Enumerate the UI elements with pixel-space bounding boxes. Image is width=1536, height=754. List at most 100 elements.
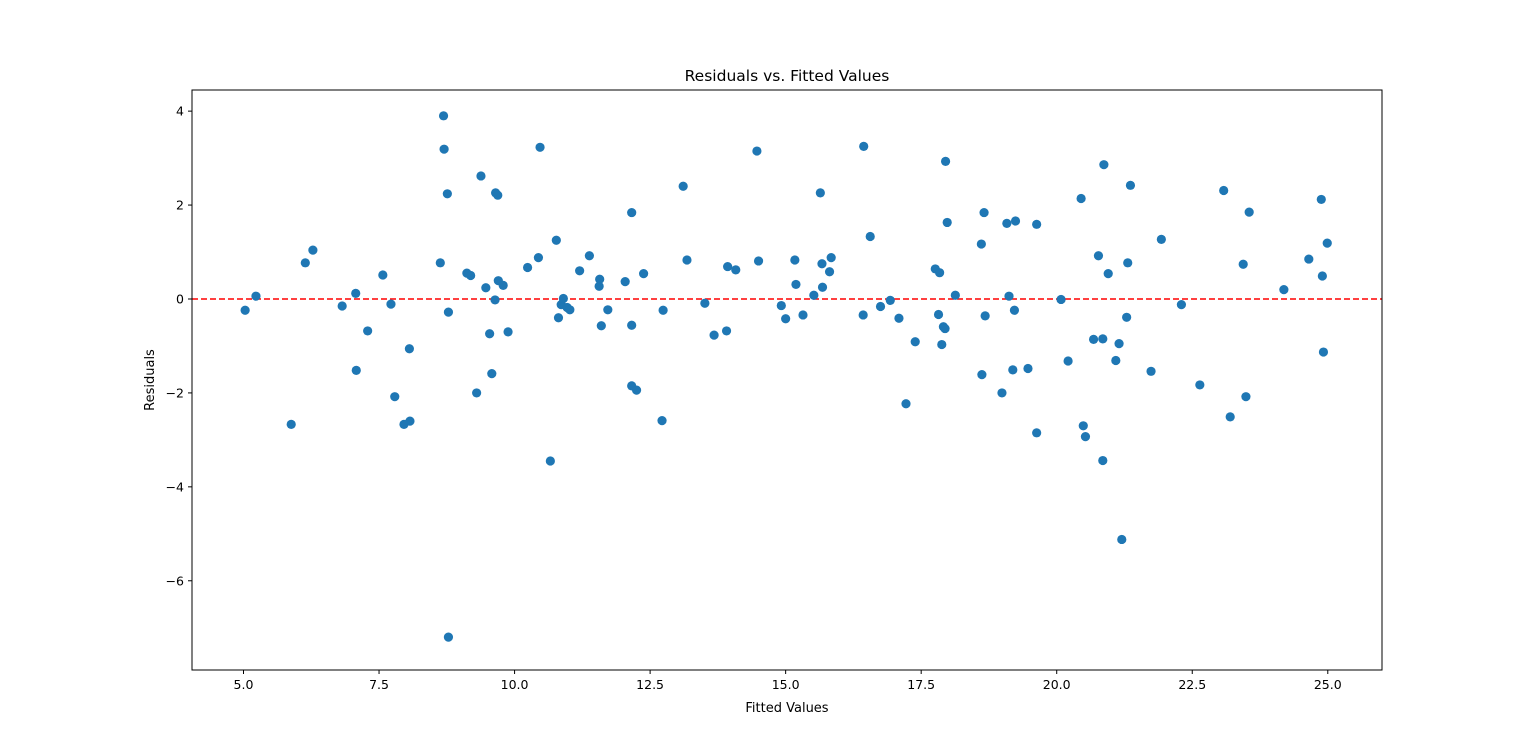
x-tick-label: 22.5 — [1178, 677, 1206, 692]
x-tick-label: 5.0 — [234, 677, 254, 692]
x-tick-label: 25.0 — [1314, 677, 1342, 692]
x-tick-label: 10.0 — [501, 677, 529, 692]
data-point — [251, 291, 261, 301]
data-point — [487, 369, 497, 379]
data-point — [1225, 412, 1235, 422]
data-point — [1111, 355, 1121, 366]
y-tick-label: −6 — [166, 573, 184, 588]
data-point — [817, 259, 827, 269]
data-point — [551, 235, 561, 245]
data-point — [1156, 234, 1166, 244]
data-point — [781, 314, 791, 324]
data-point — [533, 253, 544, 263]
data-point — [678, 181, 688, 191]
data-point — [977, 369, 987, 380]
data-point — [442, 189, 452, 199]
data-point — [1304, 254, 1314, 264]
y-axis-ticks: 4 2 0 −2 −4 −6 — [166, 104, 192, 588]
data-point — [885, 295, 895, 305]
data-point — [731, 265, 741, 275]
data-point — [1316, 194, 1326, 205]
data-point — [404, 344, 414, 354]
data-point — [584, 251, 594, 261]
data-point — [979, 207, 989, 218]
data-point — [1063, 356, 1073, 366]
data-point — [1008, 365, 1018, 375]
data-point — [631, 385, 642, 395]
data-point — [240, 305, 250, 315]
data-point — [627, 320, 637, 330]
data-point — [308, 245, 318, 255]
data-point — [1098, 455, 1108, 466]
data-point — [490, 295, 500, 305]
data-point — [1195, 380, 1205, 390]
data-points-layer — [240, 111, 1332, 642]
data-point — [1004, 291, 1014, 301]
data-point — [940, 156, 951, 166]
y-tick-label: 4 — [176, 104, 184, 119]
y-tick-label: −2 — [166, 385, 184, 400]
data-point — [363, 326, 373, 336]
y-axis-title: Residuals — [143, 349, 158, 411]
data-point — [940, 323, 950, 334]
data-point — [1080, 431, 1091, 442]
data-point — [558, 293, 568, 304]
chart-title: Residuals vs. Fitted Values — [685, 67, 890, 85]
data-point — [466, 270, 476, 281]
data-point — [809, 290, 819, 300]
data-point — [639, 269, 649, 279]
data-point — [1318, 347, 1329, 357]
data-point — [1317, 271, 1327, 281]
data-point — [682, 255, 692, 265]
data-point — [858, 310, 868, 320]
data-point — [752, 146, 762, 156]
data-point — [937, 339, 947, 350]
data-point — [1123, 258, 1133, 268]
data-point — [1241, 392, 1251, 402]
data-point — [443, 307, 454, 317]
data-point — [300, 258, 310, 268]
data-point — [753, 256, 764, 266]
y-tick-label: −4 — [166, 479, 184, 494]
data-point — [723, 261, 733, 272]
data-point — [1176, 300, 1187, 310]
data-point — [875, 301, 886, 312]
data-point — [1099, 160, 1109, 170]
data-point — [596, 321, 606, 331]
data-point — [435, 258, 445, 268]
data-point — [498, 280, 508, 290]
data-point — [594, 281, 604, 291]
data-point — [721, 326, 732, 336]
data-point — [942, 217, 952, 228]
data-point — [826, 253, 836, 263]
data-point — [390, 392, 400, 402]
data-point — [522, 262, 533, 273]
data-point — [1009, 305, 1020, 315]
data-point — [351, 365, 361, 375]
plot-frame — [191, 89, 1383, 671]
data-point — [627, 207, 637, 218]
data-point — [286, 419, 296, 429]
data-point — [545, 456, 555, 466]
data-point — [798, 310, 808, 320]
data-point — [1322, 238, 1332, 248]
data-point — [1219, 185, 1229, 196]
data-point — [1098, 334, 1108, 344]
x-tick-label: 15.0 — [772, 677, 800, 692]
data-point — [386, 299, 396, 309]
data-point — [1244, 207, 1254, 217]
x-axis-title: Fitted Values — [745, 701, 828, 716]
data-point — [1122, 312, 1132, 322]
data-point — [790, 255, 800, 265]
data-point — [439, 144, 449, 154]
x-tick-label: 17.5 — [907, 677, 935, 692]
data-point — [901, 399, 911, 409]
data-point — [553, 313, 564, 323]
data-point — [1103, 269, 1113, 279]
data-point — [351, 288, 361, 298]
data-point — [935, 268, 945, 278]
data-point — [1146, 366, 1156, 376]
data-point — [503, 327, 513, 337]
data-point — [603, 305, 613, 315]
